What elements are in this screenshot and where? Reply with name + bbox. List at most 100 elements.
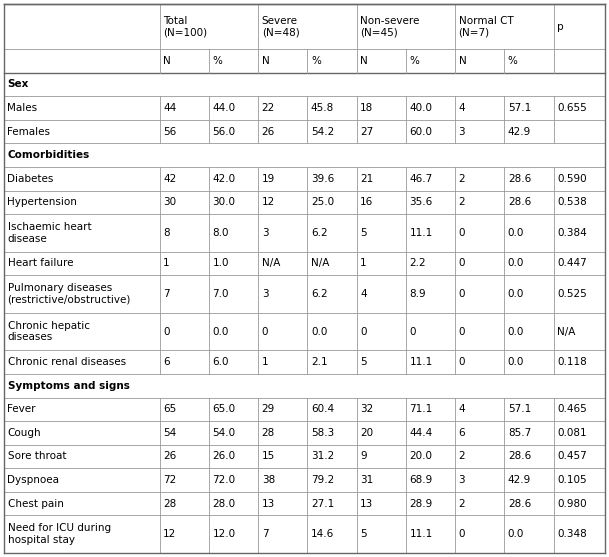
Text: 8.9: 8.9	[409, 289, 426, 299]
Text: 26: 26	[262, 126, 275, 136]
Text: Non-severe
(N=45): Non-severe (N=45)	[360, 16, 420, 37]
Text: 54.0: 54.0	[213, 428, 236, 438]
Text: 9: 9	[360, 452, 367, 462]
Text: 42: 42	[163, 174, 177, 184]
Text: 11.1: 11.1	[409, 357, 432, 367]
Text: Diabetes: Diabetes	[7, 174, 54, 184]
Text: 85.7: 85.7	[508, 428, 531, 438]
Text: 6.2: 6.2	[311, 289, 328, 299]
Text: 3: 3	[262, 228, 269, 238]
Text: 2: 2	[459, 197, 465, 207]
Text: %: %	[213, 56, 222, 66]
Text: 2.2: 2.2	[409, 258, 426, 268]
Text: 8.0: 8.0	[213, 228, 229, 238]
Text: 3: 3	[262, 289, 269, 299]
Text: 42.9: 42.9	[508, 126, 531, 136]
Text: 30.0: 30.0	[213, 197, 236, 207]
Text: 3: 3	[459, 126, 465, 136]
Text: 60.4: 60.4	[311, 404, 334, 414]
Text: 0: 0	[360, 326, 367, 336]
Text: 28.9: 28.9	[409, 499, 432, 509]
Text: 5: 5	[360, 357, 367, 367]
Text: p: p	[557, 22, 564, 32]
Text: 0.590: 0.590	[557, 174, 586, 184]
Text: 40.0: 40.0	[409, 103, 432, 113]
Text: 22: 22	[262, 103, 275, 113]
Text: Chronic renal diseases: Chronic renal diseases	[7, 357, 125, 367]
Text: 20.0: 20.0	[409, 452, 432, 462]
Text: N/A: N/A	[311, 258, 329, 268]
Text: Sex: Sex	[7, 80, 29, 90]
Text: 13: 13	[262, 499, 275, 509]
Text: 44: 44	[163, 103, 177, 113]
Text: 28.0: 28.0	[213, 499, 236, 509]
Text: Sore throat: Sore throat	[7, 452, 66, 462]
Text: 11.1: 11.1	[409, 529, 432, 539]
Text: 72: 72	[163, 475, 177, 485]
Text: 19: 19	[262, 174, 275, 184]
Text: 54: 54	[163, 428, 177, 438]
Text: 21: 21	[360, 174, 373, 184]
Text: 28: 28	[163, 499, 177, 509]
Text: Normal CT
(N=7): Normal CT (N=7)	[459, 16, 513, 37]
Text: 2: 2	[459, 452, 465, 462]
Text: 38: 38	[262, 475, 275, 485]
Text: Males: Males	[7, 103, 38, 113]
Text: 6: 6	[459, 428, 465, 438]
Text: 0: 0	[459, 289, 465, 299]
Text: 56.0: 56.0	[213, 126, 236, 136]
Text: 20: 20	[360, 428, 373, 438]
Text: Comorbidities: Comorbidities	[7, 150, 90, 160]
Text: 12: 12	[163, 529, 177, 539]
Text: 0.0: 0.0	[508, 228, 524, 238]
Text: 28.6: 28.6	[508, 499, 531, 509]
Text: 0.538: 0.538	[557, 197, 587, 207]
Text: 2: 2	[459, 174, 465, 184]
Text: 0.0: 0.0	[508, 529, 524, 539]
Text: 6: 6	[163, 357, 170, 367]
Text: 46.7: 46.7	[409, 174, 432, 184]
Text: 4: 4	[459, 404, 465, 414]
Text: 29: 29	[262, 404, 275, 414]
Text: N/A: N/A	[262, 258, 280, 268]
Text: 0.655: 0.655	[557, 103, 587, 113]
Text: Need for ICU during
hospital stay: Need for ICU during hospital stay	[7, 524, 111, 545]
Text: 0.081: 0.081	[557, 428, 586, 438]
Text: 57.1: 57.1	[508, 103, 531, 113]
Text: Chronic hepatic
diseases: Chronic hepatic diseases	[7, 321, 90, 343]
Text: 0.384: 0.384	[557, 228, 587, 238]
Text: 35.6: 35.6	[409, 197, 432, 207]
Text: Fever: Fever	[7, 404, 36, 414]
Text: 12: 12	[262, 197, 275, 207]
Text: Total
(N=100): Total (N=100)	[163, 16, 207, 37]
Text: 12.0: 12.0	[213, 529, 236, 539]
Text: Ischaemic heart
disease: Ischaemic heart disease	[7, 222, 91, 244]
Text: Cough: Cough	[7, 428, 41, 438]
Text: 0.0: 0.0	[213, 326, 229, 336]
Text: 4: 4	[459, 103, 465, 113]
Text: 0.348: 0.348	[557, 529, 587, 539]
Text: 0: 0	[459, 357, 465, 367]
Text: 42.9: 42.9	[508, 475, 531, 485]
Text: 18: 18	[360, 103, 373, 113]
Text: 56: 56	[163, 126, 177, 136]
Text: N/A: N/A	[557, 326, 576, 336]
Text: 0.980: 0.980	[557, 499, 586, 509]
Text: N: N	[163, 56, 171, 66]
Text: 0: 0	[409, 326, 416, 336]
Text: 42.0: 42.0	[213, 174, 236, 184]
Text: 7: 7	[163, 289, 170, 299]
Text: Hypertension: Hypertension	[7, 197, 77, 207]
Text: Females: Females	[7, 126, 51, 136]
Text: 0: 0	[459, 529, 465, 539]
Text: 28.6: 28.6	[508, 452, 531, 462]
Text: 0: 0	[459, 326, 465, 336]
Text: 0: 0	[163, 326, 170, 336]
Text: 28.6: 28.6	[508, 174, 531, 184]
Text: 0.0: 0.0	[311, 326, 327, 336]
Text: N: N	[360, 56, 368, 66]
Text: 0: 0	[459, 228, 465, 238]
Text: 45.8: 45.8	[311, 103, 334, 113]
Text: 3: 3	[459, 475, 465, 485]
Text: Dyspnoea: Dyspnoea	[7, 475, 60, 485]
